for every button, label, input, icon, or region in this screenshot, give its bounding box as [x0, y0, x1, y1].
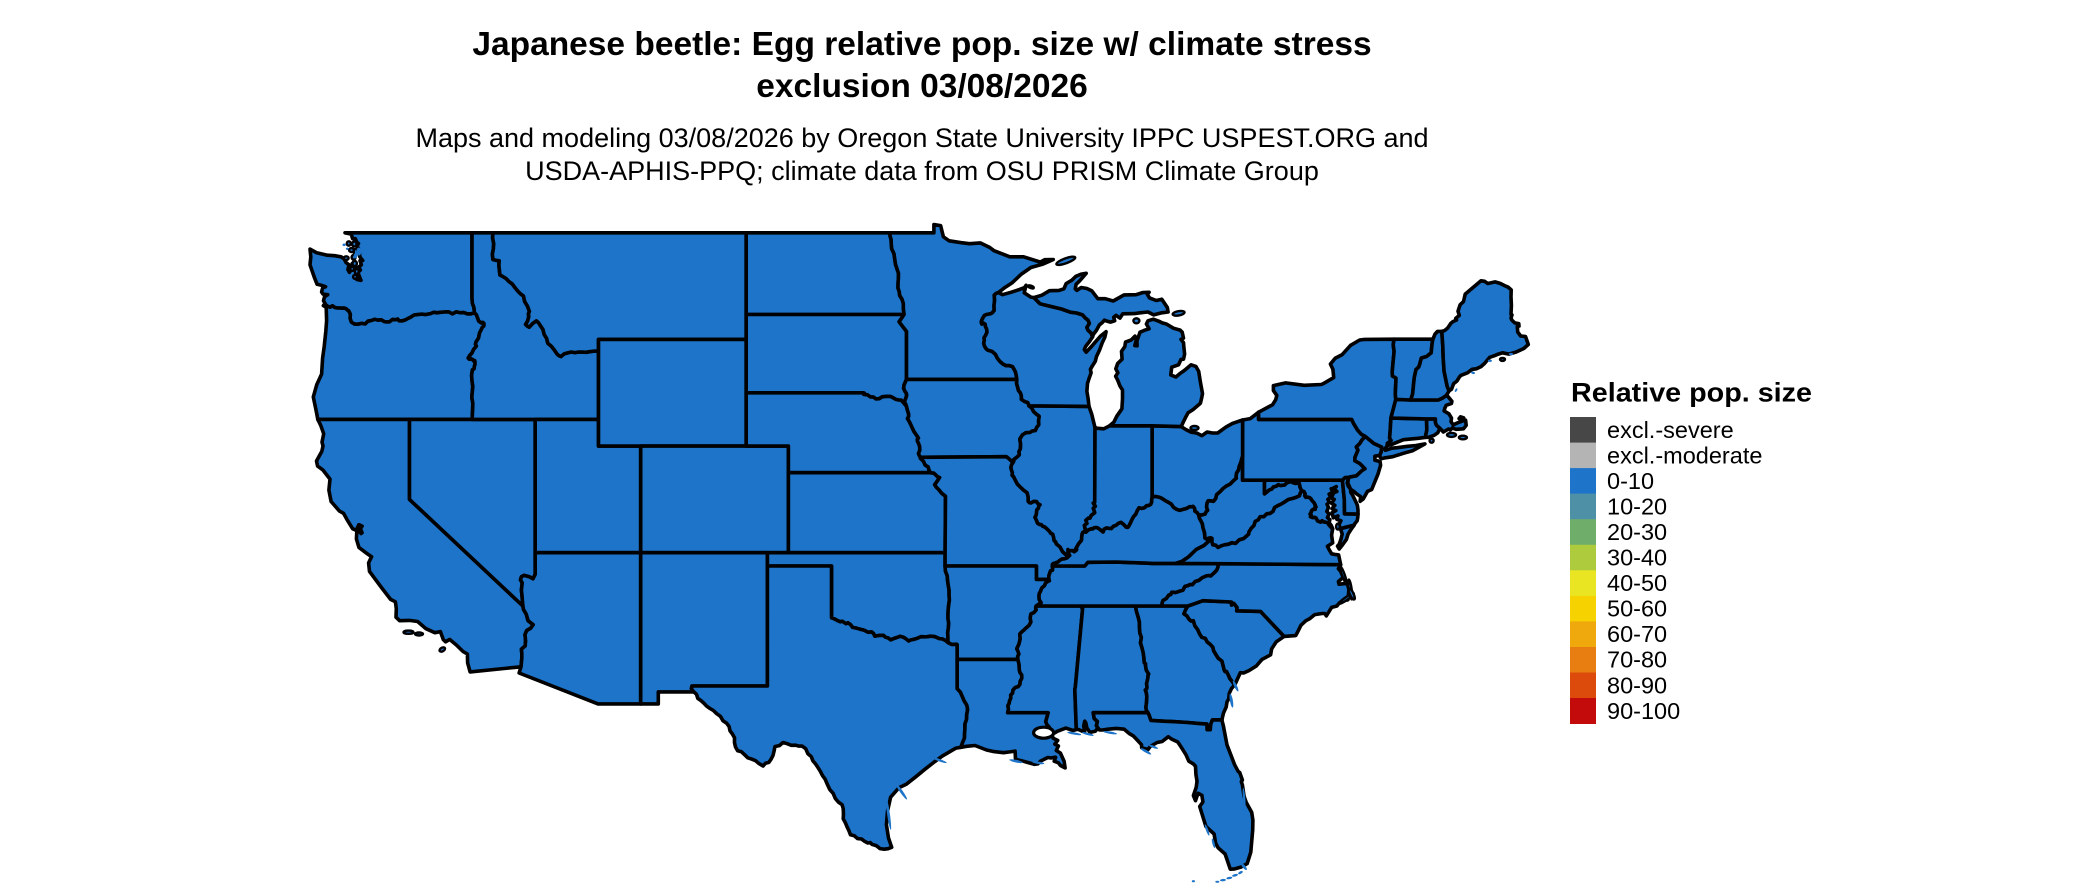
svg-text:excl.-moderate: excl.-moderate	[1607, 442, 1762, 468]
svg-text:excl.-severe: excl.-severe	[1607, 417, 1734, 443]
svg-text:20-30: 20-30	[1607, 519, 1667, 545]
svg-text:40-50: 40-50	[1607, 570, 1667, 596]
svg-text:90-100: 90-100	[1607, 698, 1680, 724]
svg-text:30-40: 30-40	[1607, 545, 1667, 571]
svg-text:0-10: 0-10	[1607, 468, 1654, 494]
svg-text:70-80: 70-80	[1607, 647, 1667, 673]
svg-text:Relative pop. size: Relative pop. size	[1571, 378, 1812, 408]
svg-text:60-70: 60-70	[1607, 621, 1667, 647]
svg-text:10-20: 10-20	[1607, 493, 1667, 519]
svg-text:80-90: 80-90	[1607, 672, 1667, 698]
svg-text:50-60: 50-60	[1607, 596, 1667, 622]
